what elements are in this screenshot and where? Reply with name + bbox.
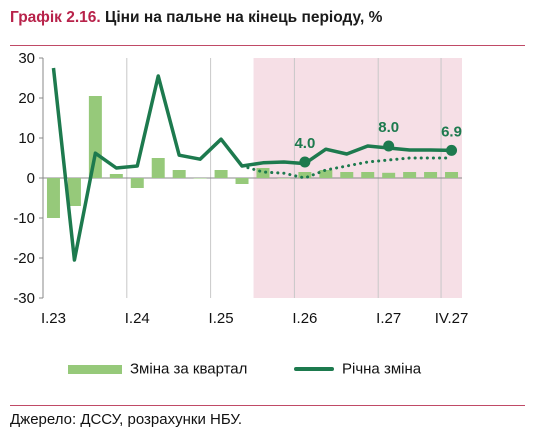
bar-quarterly-change <box>193 178 207 179</box>
y-tick-label: -20 <box>13 250 35 267</box>
legend-bars: Зміна за квартал <box>68 360 247 378</box>
annotation-label: 6.9 <box>441 123 462 140</box>
bar-quarterly-change <box>67 178 81 206</box>
bar-quarterly-change <box>319 170 333 178</box>
chart-title-text: Ціни на пальне на кінець періоду, % <box>105 9 383 26</box>
chart-title-prefix: Графік 2.16. <box>10 9 101 26</box>
dotted-line-series <box>240 156 454 180</box>
bar-quarterly-change <box>151 158 165 178</box>
bar-quarterly-change <box>256 168 270 178</box>
legend-line-swatch <box>294 367 334 372</box>
x-tick-label: I.25 <box>209 310 234 327</box>
bar-quarterly-change <box>424 172 438 178</box>
bar-quarterly-change <box>445 172 459 178</box>
y-tick-label: 0 <box>27 170 35 187</box>
x-tick-label: IV.27 <box>435 310 469 327</box>
bar-quarterly-change <box>403 172 417 178</box>
bar-quarterly-change <box>235 178 249 184</box>
top-rule <box>10 45 525 46</box>
legend-bar-swatch <box>68 364 122 374</box>
bar-quarterly-change <box>109 174 123 178</box>
y-tick-label: -10 <box>13 210 35 227</box>
y-tick-label: 10 <box>18 130 35 147</box>
annotation-label: 4.0 <box>294 135 315 152</box>
chart-title: Графік 2.16. Ціни на пальне на кінець пе… <box>10 9 382 27</box>
bar-quarterly-change <box>298 172 312 178</box>
bar-quarterly-change <box>214 170 228 178</box>
bottom-rule <box>10 405 525 406</box>
annotation-marker <box>299 156 311 168</box>
x-tick-label: I.23 <box>41 310 66 327</box>
bar-quarterly-change <box>88 96 102 178</box>
fuel-price-chart: -30 -20 -10 0 10 20 30 I.23 I.24 I.25 I.26 I.27 IV.2… <box>13 50 469 327</box>
source-note: Джерело: ДССУ, розрахунки НБУ. <box>10 411 243 428</box>
bar-quarterly-change <box>172 170 186 178</box>
annotation-marker <box>383 140 395 152</box>
y-tick-label: -30 <box>13 290 35 307</box>
bar-quarterly-change <box>46 178 60 218</box>
x-tick-label: I.27 <box>376 310 401 327</box>
legend-bar-label: Зміна за квартал <box>130 360 248 378</box>
bar-quarterly-change <box>277 178 291 179</box>
legend-line: Річна зміна <box>294 360 421 378</box>
x-tick-label: I.26 <box>292 310 317 327</box>
legend-line-label: Річна зміна <box>342 360 422 378</box>
bar-quarterly-change <box>361 172 375 178</box>
x-tick-label: I.24 <box>125 310 150 327</box>
annotation-marker <box>446 144 458 156</box>
bar-quarterly-change <box>340 172 354 178</box>
y-tick-label: 30 <box>18 50 35 67</box>
bar-quarterly-change <box>130 178 144 188</box>
y-tick-label: 20 <box>18 90 35 107</box>
annotation-label: 8.0 <box>378 119 399 136</box>
bar-quarterly-change <box>382 172 396 178</box>
